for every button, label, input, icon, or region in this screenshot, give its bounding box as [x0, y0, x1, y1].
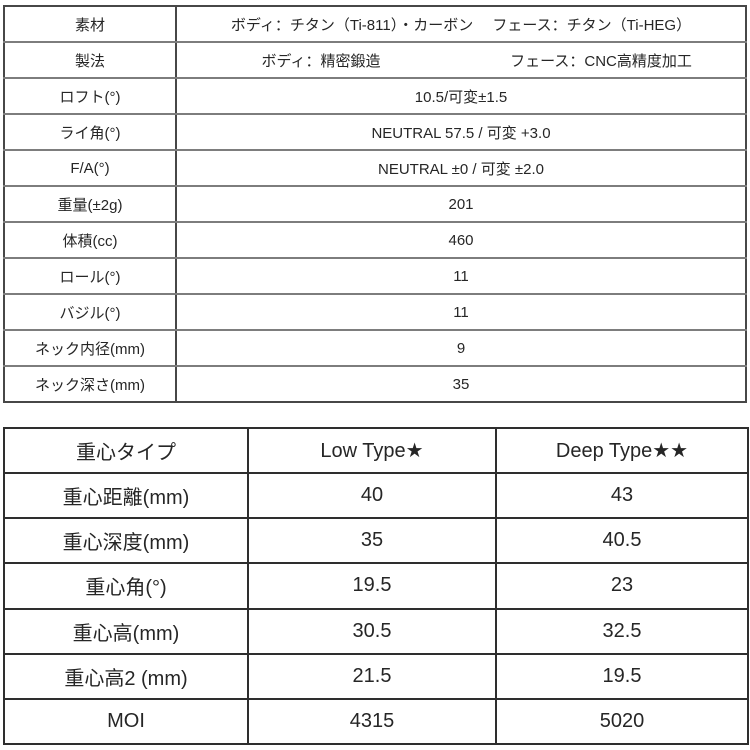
spec-row-neck-diameter: ネック内径(mm) 9: [3, 329, 747, 367]
spec-row-face-angle: F/A(°) NEUTRAL ±0 / 可変 ±2.0: [3, 149, 747, 187]
cg-value-moi-deep: 5020: [495, 697, 749, 746]
spec-value-roll: 11: [176, 257, 747, 295]
spec-label-volume: 体積(cc): [3, 221, 177, 259]
spec-label-neck-depth: ネック深さ(mm): [3, 365, 177, 403]
spec-label-bulge: バジル(°): [3, 293, 177, 331]
spec-label-face-angle: F/A(°): [3, 149, 177, 187]
cg-row-angle: 重心角(°) 19.5 23: [3, 562, 749, 610]
cg-table: 重心タイプ Low Type★ Deep Type★★ 重心距離(mm) 40 …: [3, 426, 749, 746]
spec-row-roll: ロール(°) 11: [3, 257, 747, 295]
cg-value-height-deep: 32.5: [495, 607, 749, 655]
cg-row-height: 重心高(mm) 30.5 32.5: [3, 607, 749, 655]
spec-value-material: ボディ：チタン（Ti-811）・カーボン フェース：チタン（Ti-HEG）: [176, 5, 747, 43]
cg-value-distance-deep: 43: [495, 472, 749, 520]
spec-value-neck-depth: 35: [176, 365, 747, 403]
spec-table: 素材 ボディ：チタン（Ti-811）・カーボン フェース：チタン（Ti-HEG）…: [3, 5, 747, 403]
spec-label-lie-angle: ライ角(°): [3, 113, 177, 151]
spec-row-loft: ロフト(°) 10.5/可変±1.5: [3, 77, 747, 115]
cg-header-type: 重心タイプ: [3, 426, 249, 475]
spec-value-face-angle: NEUTRAL ±0 / 可変 ±2.0: [176, 149, 747, 187]
spec-row-bulge: バジル(°) 11: [3, 293, 747, 331]
cg-label-depth: 重心深度(mm): [3, 517, 249, 565]
cg-header-low-type: Low Type★: [247, 426, 497, 475]
spec-value-method-face: フェース：CNC高精度加工: [510, 52, 692, 70]
spec-value-method: ボディ：精密鍛造 フェース：CNC高精度加工: [176, 41, 747, 79]
cg-row-distance: 重心距離(mm) 40 43: [3, 472, 749, 520]
spec-row-lie-angle: ライ角(°) NEUTRAL 57.5 / 可変 +3.0: [3, 113, 747, 151]
spec-row-method: 製法 ボディ：精密鍛造 フェース：CNC高精度加工: [3, 41, 747, 79]
spec-label-neck-diameter: ネック内径(mm): [3, 329, 177, 367]
cg-label-height: 重心高(mm): [3, 607, 249, 655]
spec-row-weight: 重量(±2g) 201: [3, 185, 747, 223]
cg-label-angle: 重心角(°): [3, 562, 249, 610]
spec-value-lie-angle: NEUTRAL 57.5 / 可変 +3.0: [176, 113, 747, 151]
cg-value-depth-deep: 40.5: [495, 517, 749, 565]
cg-header-row: 重心タイプ Low Type★ Deep Type★★: [3, 426, 749, 475]
cg-label-moi: MOI: [3, 697, 249, 746]
spec-label-material: 素材: [3, 5, 177, 43]
spec-value-weight: 201: [176, 185, 747, 223]
cg-value-distance-low: 40: [247, 472, 497, 520]
cg-header-deep-type: Deep Type★★: [495, 426, 749, 475]
spec-label-method: 製法: [3, 41, 177, 79]
cg-label-height2: 重心高2 (mm): [3, 652, 249, 700]
cg-value-angle-low: 19.5: [247, 562, 497, 610]
spec-label-loft: ロフト(°): [3, 77, 177, 115]
cg-value-depth-low: 35: [247, 517, 497, 565]
spec-row-volume: 体積(cc) 460: [3, 221, 747, 259]
spec-row-neck-depth: ネック深さ(mm) 35: [3, 365, 747, 403]
cg-row-moi: MOI 4315 5020: [3, 697, 749, 746]
cg-label-distance: 重心距離(mm): [3, 472, 249, 520]
cg-row-depth: 重心深度(mm) 35 40.5: [3, 517, 749, 565]
spec-value-neck-diameter: 9: [176, 329, 747, 367]
spec-label-weight: 重量(±2g): [3, 185, 177, 223]
spec-value-loft: 10.5/可変±1.5: [176, 77, 747, 115]
spec-value-bulge: 11: [176, 293, 747, 331]
cg-value-moi-low: 4315: [247, 697, 497, 746]
cg-value-height2-low: 21.5: [247, 652, 497, 700]
spec-value-method-body: ボディ：精密鍛造: [261, 52, 381, 70]
cg-value-height2-deep: 19.5: [495, 652, 749, 700]
spec-value-volume: 460: [176, 221, 747, 259]
cg-row-height2: 重心高2 (mm) 21.5 19.5: [3, 652, 749, 700]
spec-row-material: 素材 ボディ：チタン（Ti-811）・カーボン フェース：チタン（Ti-HEG）: [3, 5, 747, 43]
cg-value-height-low: 30.5: [247, 607, 497, 655]
cg-value-angle-deep: 23: [495, 562, 749, 610]
spec-label-roll: ロール(°): [3, 257, 177, 295]
